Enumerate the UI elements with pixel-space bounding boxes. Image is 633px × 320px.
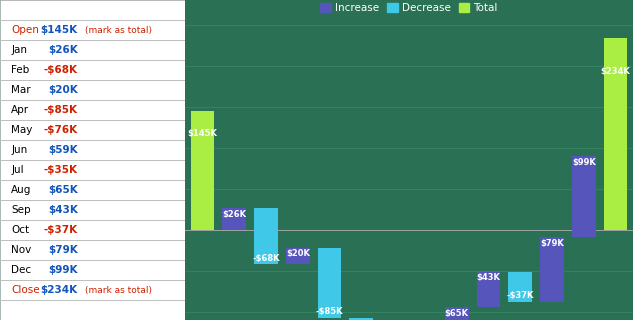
Text: Jan: Jan bbox=[11, 45, 27, 55]
Text: $26K: $26K bbox=[48, 45, 78, 55]
Text: -$76K: -$76K bbox=[44, 125, 78, 135]
Text: Sep: Sep bbox=[11, 205, 31, 215]
Text: $65K: $65K bbox=[444, 308, 468, 317]
Text: -$68K: -$68K bbox=[253, 253, 280, 263]
Bar bbox=[0, 100, 185, 120]
Text: Mar: Mar bbox=[11, 85, 31, 95]
Bar bbox=[604, 38, 627, 230]
Text: $79K: $79K bbox=[48, 245, 78, 255]
Text: May: May bbox=[11, 125, 32, 135]
Bar bbox=[349, 317, 373, 320]
Text: Close: Close bbox=[11, 285, 40, 295]
Bar bbox=[222, 208, 246, 230]
Bar bbox=[0, 0, 185, 20]
Bar bbox=[318, 248, 341, 317]
Text: $43K: $43K bbox=[477, 273, 500, 282]
Text: -$37K: -$37K bbox=[506, 291, 534, 300]
Bar bbox=[0, 60, 185, 80]
Legend: Increase, Decrease, Total: Increase, Decrease, Total bbox=[316, 0, 502, 17]
Text: Jul: Jul bbox=[11, 165, 23, 175]
Text: -$68K: -$68K bbox=[44, 65, 78, 75]
Text: -$37K: -$37K bbox=[44, 225, 78, 235]
Text: $59K: $59K bbox=[48, 145, 78, 155]
Bar bbox=[508, 272, 532, 302]
Text: (mark as total): (mark as total) bbox=[85, 26, 152, 35]
Bar bbox=[0, 240, 185, 260]
Bar bbox=[254, 208, 278, 264]
Bar bbox=[0, 300, 185, 320]
Text: $145K: $145K bbox=[41, 25, 78, 35]
Bar bbox=[191, 111, 215, 230]
Bar bbox=[445, 307, 468, 320]
Text: $99K: $99K bbox=[572, 157, 596, 166]
Bar bbox=[0, 200, 185, 220]
Text: $99K: $99K bbox=[48, 265, 78, 275]
Text: Nov: Nov bbox=[11, 245, 32, 255]
Text: (mark as total): (mark as total) bbox=[85, 285, 152, 294]
Bar bbox=[572, 156, 596, 237]
Bar bbox=[0, 20, 185, 40]
Bar bbox=[0, 160, 185, 180]
Bar bbox=[0, 280, 185, 300]
Text: -$35K: -$35K bbox=[44, 165, 78, 175]
Bar bbox=[0, 120, 185, 140]
Bar bbox=[477, 272, 500, 307]
Bar bbox=[0, 80, 185, 100]
Text: $234K: $234K bbox=[41, 285, 78, 295]
Bar bbox=[540, 237, 564, 302]
Text: Apr: Apr bbox=[11, 105, 29, 115]
Text: Open: Open bbox=[11, 25, 39, 35]
Text: -$85K: -$85K bbox=[316, 307, 343, 316]
Bar bbox=[0, 180, 185, 200]
Bar bbox=[0, 40, 185, 60]
Text: $65K: $65K bbox=[48, 185, 78, 195]
Text: Feb: Feb bbox=[11, 65, 29, 75]
Text: Dec: Dec bbox=[11, 265, 31, 275]
Text: Aug: Aug bbox=[11, 185, 32, 195]
Text: -$85K: -$85K bbox=[44, 105, 78, 115]
Text: $234K: $234K bbox=[601, 67, 630, 76]
Text: $20K: $20K bbox=[48, 85, 78, 95]
Bar bbox=[286, 248, 310, 264]
Bar bbox=[0, 260, 185, 280]
Text: $20K: $20K bbox=[286, 249, 310, 259]
Text: $145K: $145K bbox=[187, 129, 217, 138]
Text: $26K: $26K bbox=[222, 210, 246, 219]
Bar bbox=[0, 140, 185, 160]
Text: Oct: Oct bbox=[11, 225, 29, 235]
Text: Jun: Jun bbox=[11, 145, 27, 155]
Text: $43K: $43K bbox=[48, 205, 78, 215]
Bar bbox=[0, 220, 185, 240]
Text: $79K: $79K bbox=[540, 239, 564, 248]
